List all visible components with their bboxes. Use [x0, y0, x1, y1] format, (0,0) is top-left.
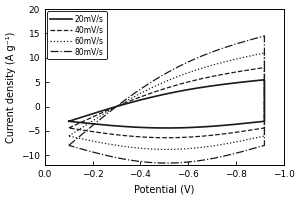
X-axis label: Potential (V): Potential (V): [134, 184, 194, 194]
Y-axis label: Current density (A g⁻¹): Current density (A g⁻¹): [6, 31, 16, 143]
60mV/s: [165, 148, 169, 151]
60mV/s: [87, 122, 91, 125]
40mV/s: [247, 69, 250, 71]
40mV/s: [262, 66, 266, 69]
Line: 80mV/s: 80mV/s: [69, 36, 264, 163]
20mV/s: [247, 80, 250, 83]
80mV/s: [67, 144, 70, 147]
Legend: 20mV/s, 40mV/s, 60mV/s, 80mV/s: 20mV/s, 40mV/s, 60mV/s, 80mV/s: [47, 11, 107, 59]
60mV/s: [150, 148, 153, 150]
60mV/s: [247, 55, 250, 57]
80mV/s: [78, 147, 82, 150]
20mV/s: [67, 120, 70, 122]
40mV/s: [67, 127, 70, 129]
80mV/s: [87, 127, 91, 130]
40mV/s: [78, 129, 82, 131]
60mV/s: [67, 135, 70, 137]
Line: 20mV/s: 20mV/s: [69, 80, 264, 128]
20mV/s: [87, 114, 91, 116]
Line: 60mV/s: 60mV/s: [69, 53, 264, 149]
20mV/s: [150, 127, 153, 129]
60mV/s: [78, 137, 82, 140]
20mV/s: [67, 120, 70, 122]
60mV/s: [257, 53, 261, 55]
40mV/s: [87, 118, 91, 120]
20mV/s: [78, 121, 82, 124]
80mV/s: [67, 144, 70, 147]
80mV/s: [150, 161, 153, 164]
20mV/s: [262, 79, 266, 81]
40mV/s: [67, 127, 70, 129]
80mV/s: [257, 36, 261, 39]
Line: 40mV/s: 40mV/s: [69, 68, 264, 138]
20mV/s: [78, 121, 82, 124]
60mV/s: [262, 52, 266, 54]
40mV/s: [150, 136, 153, 139]
40mV/s: [257, 67, 261, 70]
80mV/s: [165, 162, 169, 164]
60mV/s: [67, 135, 70, 137]
80mV/s: [78, 147, 82, 150]
40mV/s: [165, 137, 169, 139]
80mV/s: [247, 39, 250, 41]
60mV/s: [78, 137, 82, 140]
20mV/s: [165, 127, 169, 129]
40mV/s: [78, 128, 82, 131]
80mV/s: [262, 35, 266, 37]
20mV/s: [257, 79, 261, 81]
